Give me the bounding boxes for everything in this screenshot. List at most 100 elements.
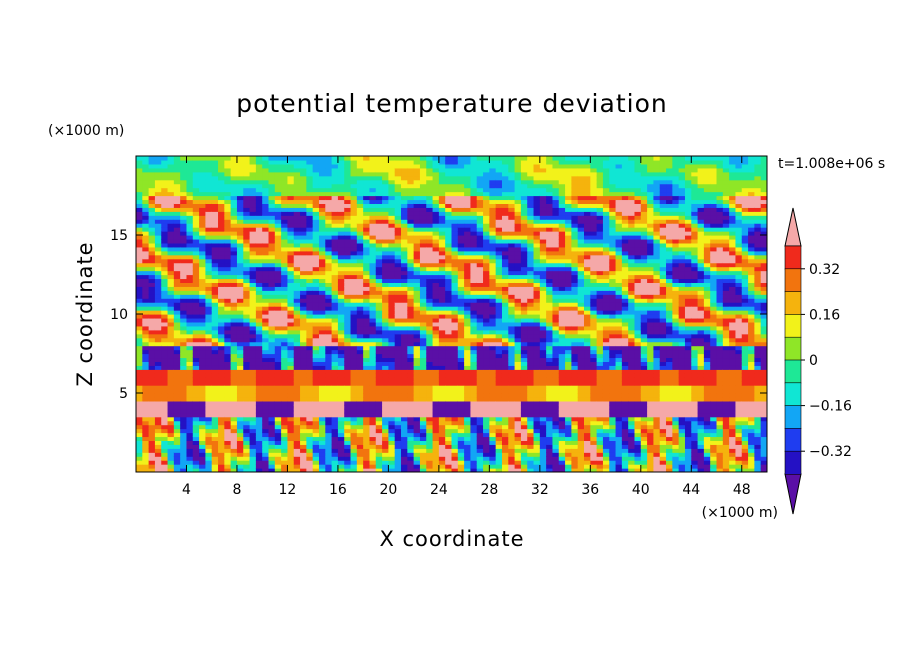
heatmap-cell bbox=[154, 167, 162, 173]
heatmap-cell bbox=[375, 156, 383, 161]
heatmap-cell bbox=[255, 306, 263, 311]
heatmap-cell bbox=[413, 286, 421, 291]
heatmap-cell bbox=[199, 468, 207, 472]
heatmap-cell bbox=[180, 258, 188, 264]
heatmap-cell bbox=[154, 345, 162, 351]
heatmap-cell bbox=[426, 278, 434, 283]
heatmap-cell bbox=[318, 227, 326, 232]
heatmap-cell bbox=[205, 286, 213, 291]
heatmap-cell bbox=[243, 156, 251, 161]
heatmap-cell bbox=[262, 159, 270, 165]
heatmap-cell bbox=[363, 424, 371, 430]
heatmap-cell bbox=[236, 223, 244, 228]
heatmap-cell bbox=[350, 191, 358, 197]
heatmap-cell bbox=[167, 274, 175, 280]
heatmap-cell bbox=[173, 179, 181, 185]
heatmap-cell bbox=[407, 242, 415, 248]
heatmap-cell bbox=[136, 456, 143, 461]
heatmap-cell bbox=[205, 290, 213, 295]
heatmap-cell bbox=[457, 156, 465, 161]
heatmap-cell bbox=[287, 400, 295, 406]
heatmap-cell bbox=[281, 361, 289, 366]
heatmap-cell bbox=[356, 207, 364, 212]
heatmap-cell bbox=[350, 412, 358, 418]
heatmap-cell bbox=[318, 223, 326, 228]
heatmap-cell bbox=[464, 345, 472, 351]
heatmap-cell bbox=[464, 333, 472, 339]
heatmap-cell bbox=[142, 175, 150, 181]
heatmap-cell bbox=[318, 290, 326, 295]
heatmap-cell bbox=[218, 389, 225, 394]
heatmap-cell bbox=[287, 468, 295, 472]
heatmap-cell bbox=[344, 235, 352, 240]
heatmap-cell bbox=[142, 159, 150, 165]
heatmap-cell bbox=[186, 171, 194, 177]
heatmap-cell bbox=[312, 163, 320, 169]
heatmap-cell bbox=[281, 412, 289, 418]
heatmap-cell bbox=[514, 298, 522, 303]
heatmap-cell bbox=[243, 349, 251, 355]
heatmap-cell bbox=[520, 159, 528, 165]
heatmap-cell bbox=[142, 231, 150, 236]
heatmap-cell bbox=[432, 361, 440, 366]
heatmap-cell bbox=[274, 219, 282, 224]
heatmap-cell bbox=[318, 250, 326, 256]
heatmap-cell bbox=[262, 179, 270, 185]
heatmap-cell bbox=[142, 396, 150, 402]
heatmap-cell bbox=[419, 242, 427, 248]
heatmap-cell bbox=[142, 412, 150, 418]
heatmap-cell bbox=[457, 235, 465, 240]
heatmap-cell bbox=[483, 270, 490, 276]
heatmap-cell bbox=[356, 325, 364, 331]
heatmap-cell bbox=[300, 412, 307, 418]
heatmap-cell bbox=[218, 258, 225, 264]
heatmap-cell bbox=[274, 231, 282, 236]
heatmap-cell bbox=[451, 464, 459, 469]
heatmap-cell bbox=[154, 400, 162, 406]
heatmap-cell bbox=[489, 278, 497, 283]
heatmap-cell bbox=[495, 242, 503, 248]
heatmap-cell bbox=[413, 396, 421, 402]
heatmap-cell bbox=[508, 270, 516, 276]
heatmap-cell bbox=[154, 452, 162, 457]
heatmap-cell bbox=[483, 349, 490, 355]
heatmap-cell bbox=[495, 183, 503, 189]
heatmap-cell bbox=[325, 238, 333, 244]
heatmap-cell bbox=[325, 282, 333, 287]
heatmap-cell bbox=[401, 215, 408, 220]
heatmap-cell bbox=[148, 444, 156, 449]
heatmap-cell bbox=[495, 365, 503, 370]
heatmap-cell bbox=[470, 219, 478, 224]
heatmap-cell bbox=[369, 428, 377, 434]
heatmap-cell bbox=[180, 432, 188, 438]
heatmap-cell bbox=[331, 396, 339, 402]
heatmap-cell bbox=[413, 159, 421, 165]
heatmap-cell bbox=[451, 385, 459, 390]
heatmap-cell bbox=[167, 381, 175, 386]
heatmap-cell bbox=[192, 274, 200, 280]
heatmap-cell bbox=[388, 385, 396, 390]
heatmap-cell bbox=[142, 464, 150, 469]
heatmap-cell bbox=[451, 468, 459, 472]
heatmap-cell bbox=[293, 171, 301, 177]
heatmap-cell bbox=[501, 396, 509, 402]
heatmap-cell bbox=[192, 424, 200, 430]
heatmap-cell bbox=[300, 274, 307, 280]
heatmap-cell bbox=[173, 156, 181, 161]
heatmap-cell bbox=[451, 258, 459, 264]
heatmap-cell bbox=[470, 302, 478, 307]
heatmap-cell bbox=[331, 163, 339, 169]
heatmap-cell bbox=[224, 389, 232, 394]
heatmap-cell bbox=[363, 428, 371, 434]
heatmap-cell bbox=[432, 274, 440, 280]
heatmap-cell bbox=[186, 231, 194, 236]
heatmap-cell bbox=[514, 420, 522, 426]
heatmap-cell bbox=[495, 223, 503, 228]
heatmap-cell bbox=[464, 416, 472, 422]
heatmap-cell bbox=[501, 195, 509, 201]
heatmap-cell bbox=[520, 400, 528, 406]
heatmap-cell bbox=[527, 448, 535, 453]
heatmap-cell bbox=[318, 242, 326, 248]
heatmap-cell bbox=[186, 187, 194, 193]
heatmap-cell bbox=[281, 298, 289, 303]
